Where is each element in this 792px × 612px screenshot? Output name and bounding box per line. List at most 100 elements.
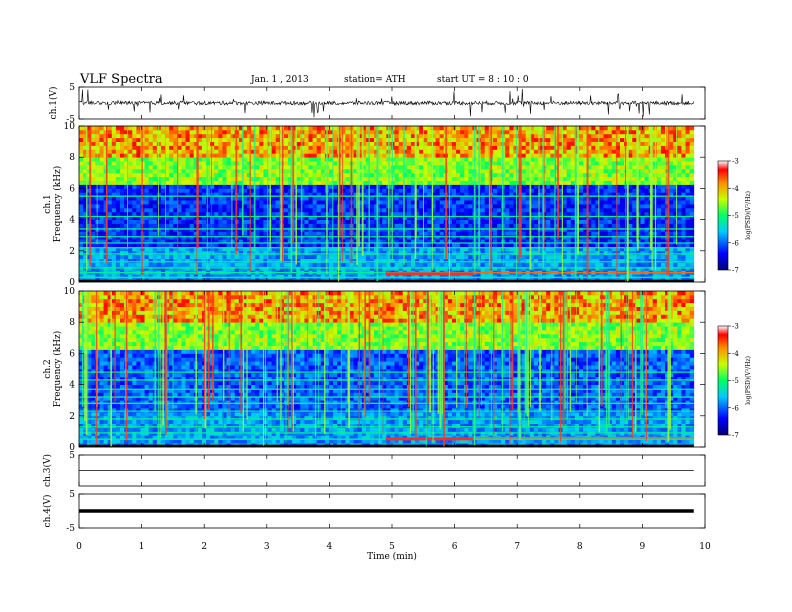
s1-cell [160, 254, 166, 259]
s1-cell [406, 254, 412, 259]
s1-cell [165, 165, 170, 170]
s1-cell [427, 196, 432, 201]
s1-cell [353, 172, 359, 178]
s1-cell [156, 165, 162, 170]
s1-cell [185, 133, 191, 139]
s1-cell [357, 184, 363, 189]
s1-cell [566, 176, 572, 181]
s1-cell [509, 231, 514, 236]
s1-cell [247, 188, 252, 193]
s1-cell [197, 172, 203, 178]
s1-cell [415, 145, 420, 150]
s1-cell [562, 172, 568, 178]
s1-cell [156, 243, 162, 248]
s1-cell [316, 258, 322, 263]
s1-cell [423, 165, 428, 170]
s1-cell [484, 207, 490, 213]
s1-cell [283, 129, 289, 135]
s1-cell [251, 129, 256, 135]
s1-cell [275, 153, 281, 158]
s1-cell [242, 258, 248, 263]
s1-cell [177, 250, 182, 256]
s1-cell [156, 231, 162, 236]
s1-cell [484, 137, 490, 142]
s1-cell [177, 168, 182, 174]
s1-cell [406, 153, 412, 158]
s1-cell [328, 239, 334, 244]
s1-cell [550, 200, 555, 205]
s1-cell [103, 153, 109, 158]
s1-cell [574, 161, 580, 166]
s1-cell [320, 192, 326, 197]
s1-cell [226, 168, 232, 174]
s1-cell [140, 141, 145, 146]
s1-cell [185, 223, 191, 228]
s1-cell [509, 192, 514, 197]
s1-cell [222, 149, 227, 154]
s1-cell [210, 168, 215, 174]
s1-cell [546, 215, 551, 220]
s1-cell [275, 254, 281, 259]
s1-cell [222, 258, 227, 263]
s1-cell [353, 243, 359, 248]
s1-cell [427, 176, 432, 181]
s1-cell [312, 211, 318, 217]
s1-cell [390, 258, 395, 263]
s1-cell [423, 141, 428, 146]
s1-cell [275, 258, 281, 263]
s1-cell [378, 223, 383, 228]
s1-cell [275, 207, 281, 213]
s1-cell [570, 161, 576, 166]
s1-cell [169, 215, 174, 220]
s1-cell [251, 219, 256, 224]
s1-cell [128, 219, 133, 224]
s1-cell [296, 200, 301, 205]
s1-cell [566, 274, 572, 279]
s1-cell [210, 262, 215, 267]
s1-cell [357, 141, 363, 146]
s1-cell [521, 204, 527, 209]
s1-cell [201, 184, 207, 189]
s1-cell [456, 231, 461, 236]
s1-cell [554, 184, 559, 189]
s1-cell [533, 157, 539, 162]
s1-cell [83, 204, 88, 209]
s1-cell [365, 204, 371, 209]
s1-cell [382, 192, 387, 197]
s1-cell [251, 231, 256, 236]
s1-cell [197, 176, 203, 181]
s1-cell [128, 200, 133, 205]
s1-cell [136, 258, 141, 263]
s1-cell [456, 200, 461, 205]
s1-cell [115, 274, 121, 279]
s1-cell [206, 262, 211, 267]
s1-cell [501, 231, 506, 236]
s1-cell [218, 246, 223, 252]
s1-cell [583, 145, 588, 150]
s1-cell [288, 153, 293, 158]
s1-cell [439, 231, 445, 236]
s1-cell [140, 246, 145, 252]
s1-cell [456, 211, 461, 217]
s1-cell [214, 231, 219, 236]
s1-cell [292, 223, 297, 228]
s1-cell [136, 223, 141, 228]
s1-cell [95, 168, 100, 174]
s1-cell [152, 141, 158, 146]
s1-cell [148, 274, 154, 279]
s1-cell [206, 149, 211, 154]
s1-cell [333, 141, 338, 146]
s1-cell [107, 129, 113, 135]
s1-cell [398, 243, 404, 248]
s1-cell [505, 250, 510, 256]
s1-cell [484, 254, 490, 259]
s1-cell [140, 168, 145, 174]
s1-cell [562, 231, 568, 236]
s1-cell [439, 192, 445, 197]
s1-cell [99, 258, 104, 263]
s1-cell [247, 219, 252, 224]
s1-cell [275, 176, 281, 181]
s1-cell [99, 141, 104, 146]
s1-cell [439, 246, 445, 252]
s1-cell [374, 149, 379, 154]
